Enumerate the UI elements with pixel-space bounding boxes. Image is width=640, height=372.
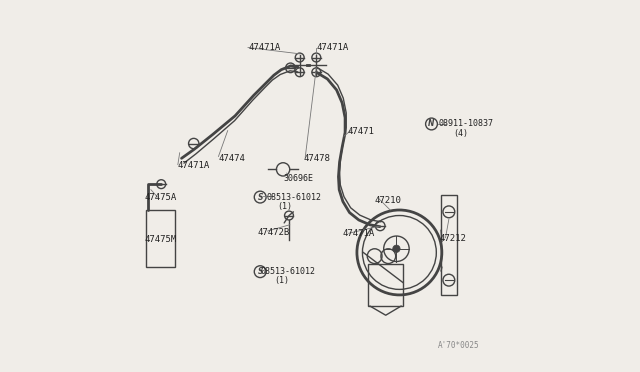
Text: 08513-61012: 08513-61012 xyxy=(261,267,316,276)
Text: 47475M: 47475M xyxy=(145,235,177,244)
Text: 47471A: 47471A xyxy=(178,161,210,170)
Text: (1): (1) xyxy=(274,276,289,285)
Circle shape xyxy=(393,245,400,253)
Text: (4): (4) xyxy=(454,129,468,138)
Text: 47471A: 47471A xyxy=(248,43,280,52)
Bar xyxy=(368,263,403,306)
Text: S: S xyxy=(257,193,263,202)
Bar xyxy=(441,195,456,295)
Text: 47212: 47212 xyxy=(440,234,467,243)
Text: 08513-61012: 08513-61012 xyxy=(266,193,321,202)
Text: 47478: 47478 xyxy=(303,154,330,163)
Text: 47471A: 47471A xyxy=(316,43,349,52)
Bar xyxy=(147,210,175,267)
Text: 47474: 47474 xyxy=(218,154,245,163)
Text: 47471A: 47471A xyxy=(342,230,374,238)
Text: A'70*0025: A'70*0025 xyxy=(438,341,480,350)
Text: 08911-10837: 08911-10837 xyxy=(438,119,493,128)
Text: 47475A: 47475A xyxy=(145,193,177,202)
Text: 47471: 47471 xyxy=(348,127,374,136)
Text: S: S xyxy=(257,267,263,276)
Text: 30696E: 30696E xyxy=(283,174,313,183)
Text: (1): (1) xyxy=(278,202,292,211)
Text: 47472B: 47472B xyxy=(257,228,289,237)
Text: N: N xyxy=(428,119,435,128)
Text: 47210: 47210 xyxy=(374,196,401,205)
